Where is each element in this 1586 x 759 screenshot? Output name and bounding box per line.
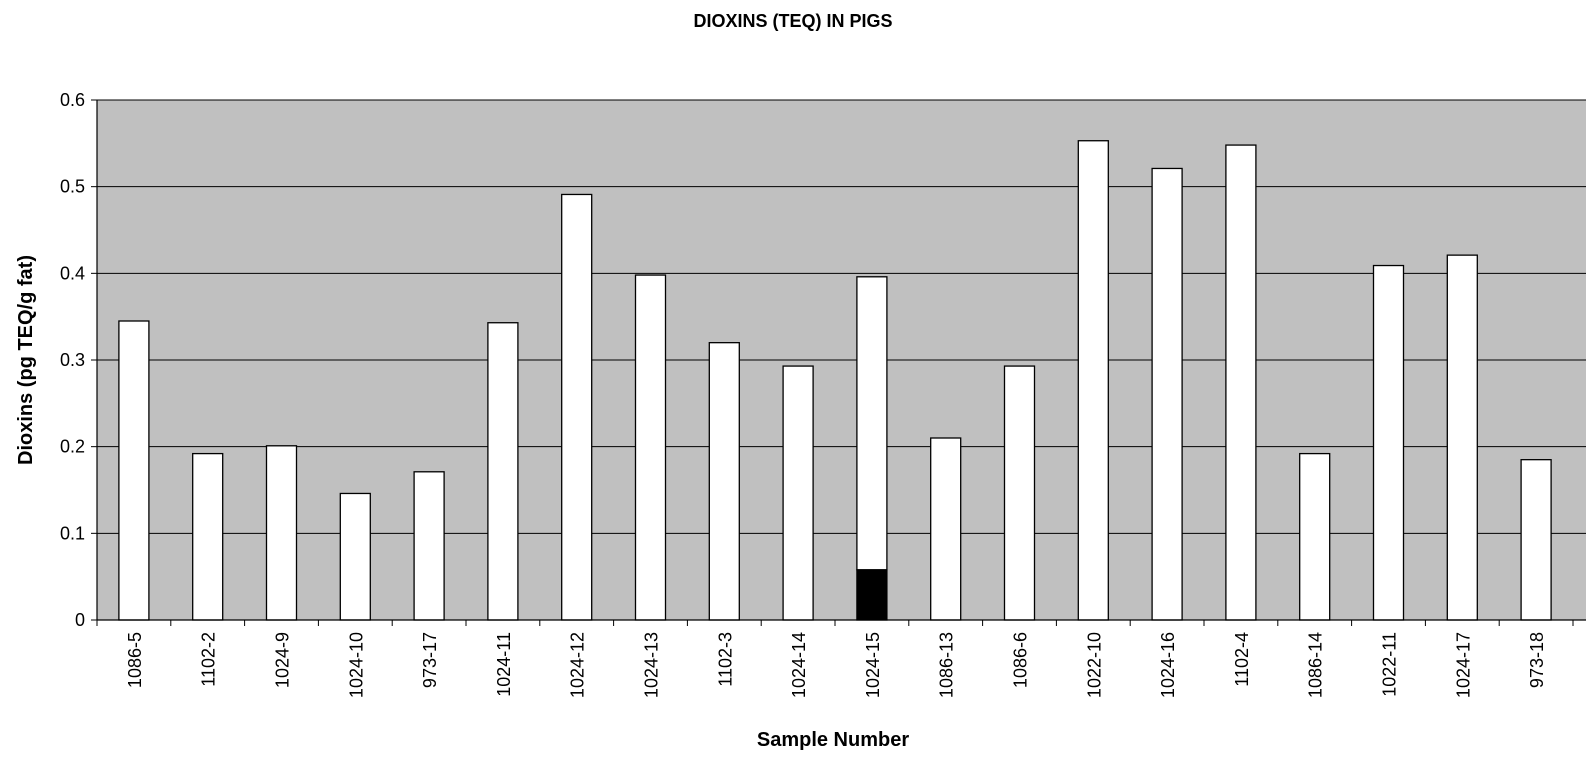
- x-tick-label: 1102-3: [715, 632, 735, 687]
- x-tick-label: 1086-5: [125, 632, 145, 688]
- bar: [930, 437, 962, 621]
- bar: [339, 492, 371, 621]
- bars: [118, 140, 1552, 621]
- bar: [1372, 264, 1405, 621]
- x-tick-label: 1086-13: [937, 632, 957, 698]
- x-tick-label: 1024-16: [1158, 632, 1178, 698]
- x-tick-label: 1024-17: [1453, 632, 1473, 698]
- bar: [1151, 167, 1183, 621]
- x-tick-label: 1086-6: [1011, 632, 1031, 688]
- y-tick-labels: 0 0.1 0.2 0.3 0.4 0.5 0.6: [60, 90, 85, 630]
- bar: [1299, 452, 1331, 621]
- bar: [1077, 140, 1109, 621]
- x-tick-label: 1102-4: [1232, 632, 1252, 687]
- y-tick-label: 0.2: [60, 437, 85, 457]
- x-tick-label: 1024-15: [863, 632, 883, 698]
- y-axis-title: Dioxins (pg TEQ/g fat): [15, 255, 37, 465]
- y-tick-label: 0: [75, 610, 85, 630]
- x-tick-label: 1024-13: [642, 632, 662, 698]
- bar: [708, 342, 740, 621]
- y-tick-label: 0.3: [60, 350, 85, 370]
- x-tick-labels: 1086-5 1102-2 1024-9 1024-10 973-17 1024-11 10…: [125, 632, 1547, 698]
- bar: [192, 452, 224, 621]
- x-axis-title: Sample Number: [757, 729, 909, 751]
- bar: [782, 365, 814, 621]
- x-tick-label: 1024-12: [568, 632, 588, 698]
- bar: [1003, 365, 1036, 621]
- y-tick-label: 0.1: [60, 523, 85, 543]
- x-tick-label: 973-17: [420, 632, 440, 688]
- x-tick-label: 1086-14: [1306, 632, 1326, 698]
- y-tick-label: 0.5: [60, 177, 85, 197]
- x-tick-label: 1024-14: [789, 632, 809, 698]
- x-tick-label: 1024-10: [346, 632, 366, 698]
- x-tick-label: 1024-11: [494, 632, 514, 697]
- x-tick-label: 1022-10: [1084, 632, 1104, 698]
- axes: [91, 99, 1586, 626]
- y-tick-label: 0.6: [60, 90, 85, 110]
- x-tick-label: 1022-11: [1380, 632, 1400, 697]
- y-tick-label: 0.4: [60, 263, 85, 283]
- bar: [265, 445, 298, 621]
- bar: [634, 274, 667, 621]
- x-tick-label: 1024-9: [273, 632, 293, 688]
- bar: [1446, 254, 1478, 621]
- x-tick-label: 1102-2: [199, 632, 219, 687]
- chart-title: DIOXINS (TEQ) IN PIGS: [693, 11, 892, 31]
- bar: [856, 276, 888, 571]
- bar: [118, 320, 150, 621]
- bar: [413, 471, 445, 621]
- x-tick-label: 973-18: [1527, 632, 1547, 688]
- bar: [1225, 144, 1257, 621]
- bar: [561, 193, 593, 621]
- bar: [487, 322, 519, 621]
- bar: [856, 569, 888, 621]
- bar: [1520, 459, 1552, 621]
